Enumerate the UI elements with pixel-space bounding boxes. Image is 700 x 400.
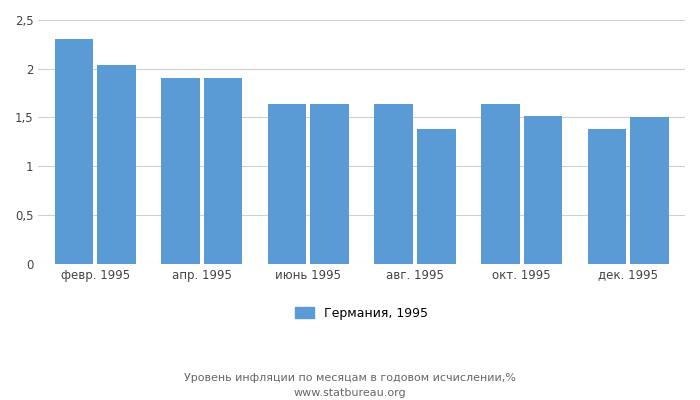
Bar — [374, 104, 413, 264]
Legend: Германия, 1995: Германия, 1995 — [290, 302, 433, 325]
Bar — [97, 65, 136, 264]
Bar — [587, 129, 626, 264]
Text: www.statbureau.org: www.statbureau.org — [294, 388, 406, 398]
Bar — [524, 116, 562, 264]
Bar — [481, 104, 519, 264]
Bar — [311, 104, 349, 264]
Bar — [417, 129, 456, 264]
Bar — [55, 38, 93, 264]
Bar — [204, 78, 242, 264]
Bar — [161, 78, 200, 264]
Bar — [630, 116, 668, 264]
Bar — [268, 104, 307, 264]
Text: Уровень инфляции по месяцам в годовом исчислении,%: Уровень инфляции по месяцам в годовом ис… — [184, 373, 516, 383]
